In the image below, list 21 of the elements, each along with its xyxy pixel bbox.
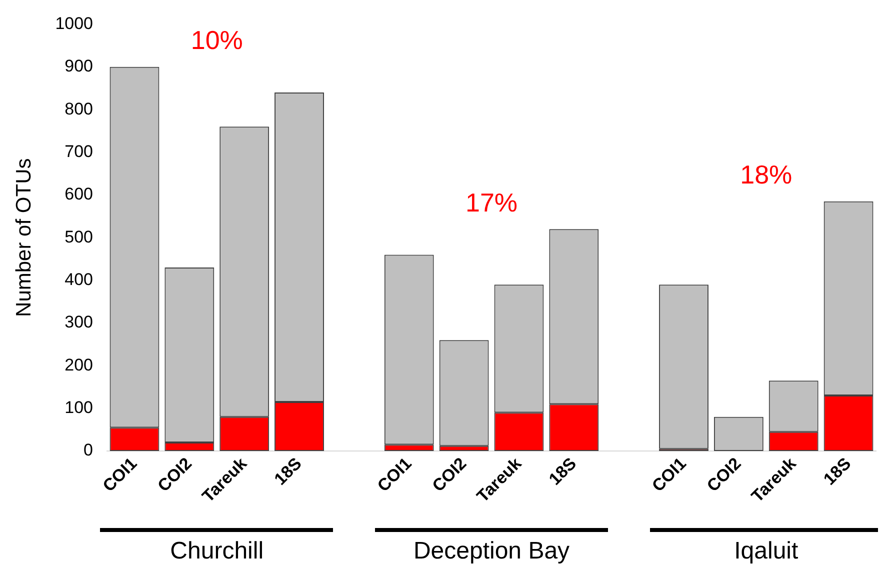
y-tick-label: 900 <box>64 56 94 76</box>
y-tick-label: 400 <box>64 270 94 289</box>
text: Iqaluit <box>734 538 798 565</box>
y-tick-label: 500 <box>64 227 94 246</box>
y-tick-label: 700 <box>64 142 94 161</box>
text: Deception Bay <box>413 538 570 565</box>
x-tick-label: 18S <box>820 454 855 489</box>
y-tick-label: 600 <box>64 184 94 204</box>
annotation: 18% <box>740 160 792 190</box>
y-tick-label: 800 <box>64 99 94 118</box>
y-tick-label: 300 <box>64 312 94 332</box>
y-tick-label: 0 <box>84 440 94 460</box>
x-tick-label: 18S <box>545 454 580 489</box>
annotation: 10% <box>190 25 243 56</box>
y-axis-title: Number of OTUs <box>12 158 36 317</box>
y-tick-label: 1000 <box>55 14 94 33</box>
x-tick-label: 18S <box>270 454 306 489</box>
y-tick-label: 200 <box>64 355 94 374</box>
annotation: 17% <box>465 187 518 218</box>
text: Churchill <box>170 538 264 565</box>
y-tick-label: 100 <box>64 398 94 418</box>
